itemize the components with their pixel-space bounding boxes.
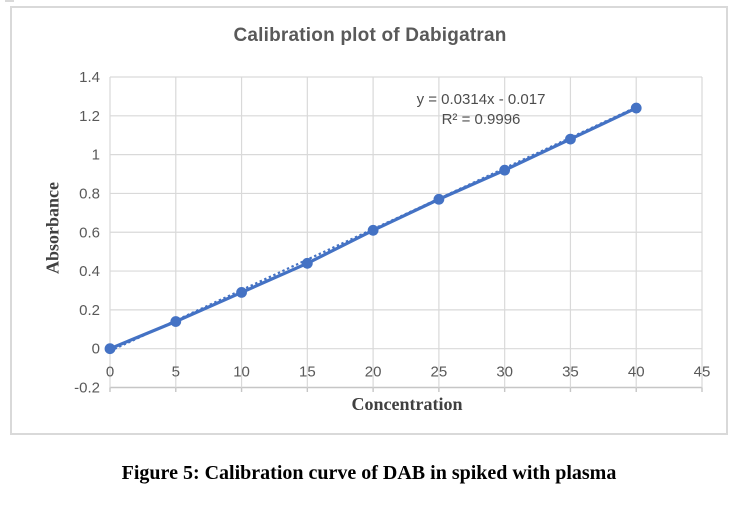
- data-point: [565, 133, 576, 145]
- x-tick-label: 10: [233, 364, 250, 381]
- y-tick-label: 0: [92, 341, 100, 358]
- x-tick-label: 25: [431, 364, 448, 381]
- x-tick-label: 5: [172, 364, 180, 381]
- x-tick-label: 30: [496, 364, 513, 381]
- trendline-equation-label: y = 0.0314x - 0.017 R² = 0.9996: [381, 90, 581, 130]
- y-tick-label: 1.2: [79, 108, 100, 125]
- data-point: [170, 316, 182, 327]
- x-tick-label: 45: [694, 364, 711, 381]
- data-point: [499, 164, 511, 176]
- figure-caption: Figure 5: Calibration curve of DAB in sp…: [121, 462, 617, 484]
- r-squared-line: R² = 0.9996: [441, 111, 521, 128]
- y-tick-label: 0.2: [79, 302, 100, 319]
- equation-line: y = 0.0314x - 0.017: [416, 91, 546, 108]
- data-point: [367, 224, 379, 236]
- x-tick-label: 35: [562, 364, 579, 381]
- data-point: [630, 102, 642, 114]
- y-tick-label: 0.8: [79, 185, 100, 202]
- y-tick-label: -0.2: [74, 380, 100, 397]
- x-tick-label: 0: [106, 364, 114, 381]
- x-axis-title: Concentration: [351, 394, 463, 414]
- data-point: [236, 287, 247, 298]
- x-tick-label: 20: [365, 364, 382, 381]
- y-tick-label: 1: [92, 147, 100, 164]
- y-tick-label: 1.4: [79, 69, 100, 86]
- data-point: [433, 193, 445, 205]
- data-point: [301, 257, 313, 269]
- page-edge-artifact: [5, 0, 14, 2]
- y-axis-title: Absorbance: [42, 181, 63, 275]
- x-tick-label: 40: [628, 364, 645, 381]
- x-tick-label: 15: [299, 364, 316, 381]
- y-tick-label: 0.4: [79, 263, 100, 280]
- chart-title: Calibration plot of Dabigatran: [233, 25, 507, 46]
- y-tick-label: 0.6: [79, 224, 100, 241]
- data-point: [104, 343, 116, 355]
